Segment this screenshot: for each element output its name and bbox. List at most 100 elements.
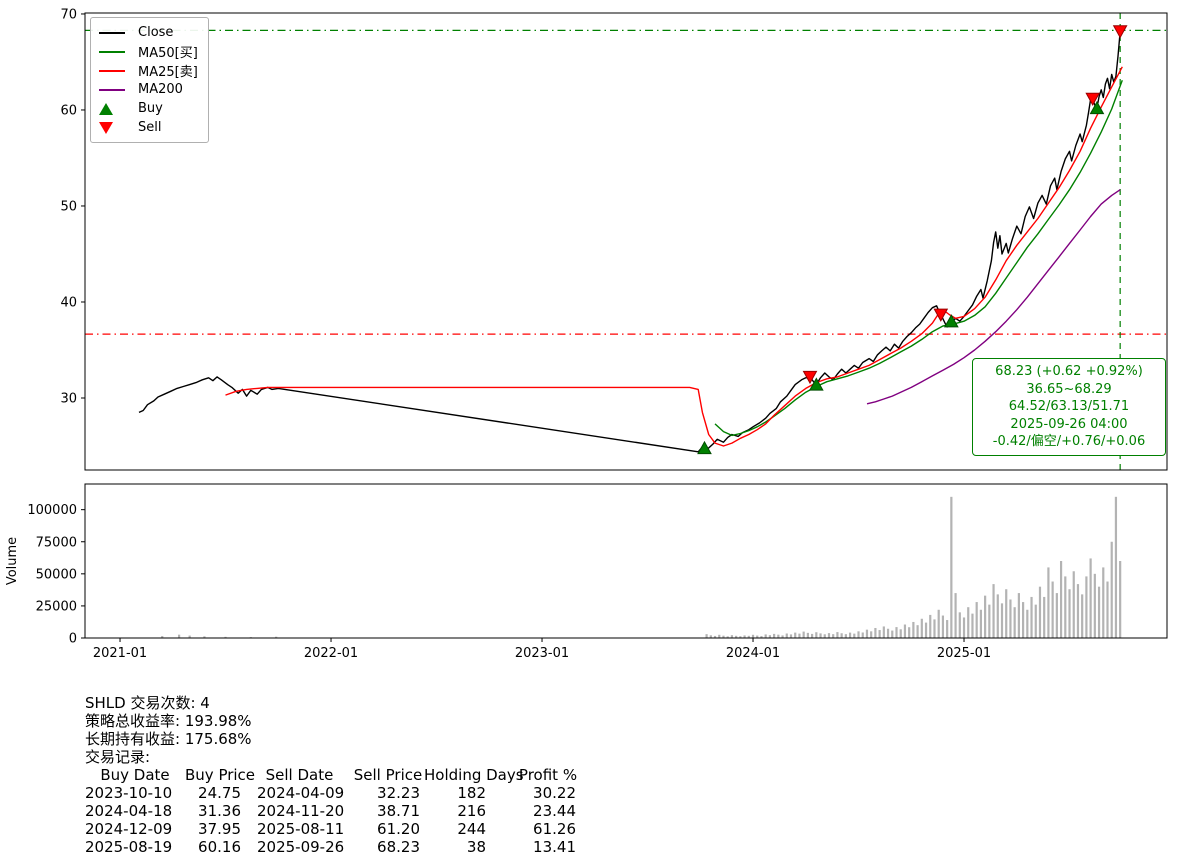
ma200-line-swatch xyxy=(99,88,131,91)
price-y-tick-label: 50 xyxy=(60,199,77,214)
trade-table-cell: 30.22 xyxy=(533,784,576,802)
legend-label-sell: Sell xyxy=(138,120,162,135)
volume-bar xyxy=(789,634,793,638)
volume-bar xyxy=(1076,584,1080,638)
stats-records-title: 交易记录: xyxy=(85,748,151,766)
volume-bar xyxy=(751,634,755,638)
volume-bar xyxy=(899,629,902,638)
sell-marker xyxy=(802,370,818,385)
volume-bar xyxy=(1114,496,1118,638)
volume-bar xyxy=(836,632,839,638)
stats-hold-return: 长期持有收益: 175.68% xyxy=(85,730,252,748)
trade-table-cell: 2023-10-10 xyxy=(85,784,173,802)
volume-bar xyxy=(1064,576,1067,638)
volume-bar xyxy=(903,624,907,638)
trade-table-cell: 244 xyxy=(457,820,486,838)
volume-panel-border xyxy=(84,483,1168,639)
trade-table-cell: 182 xyxy=(457,784,486,802)
volume-bar xyxy=(768,635,772,638)
trade-table-cell: 24.75 xyxy=(198,784,241,802)
volume-bar xyxy=(882,626,885,638)
volume-bar xyxy=(857,631,860,638)
volume-bar xyxy=(1034,604,1037,638)
x-tick-label: 2024-01 xyxy=(726,646,780,661)
trade-table-cell: 2024-12-09 xyxy=(85,820,173,838)
volume-bar xyxy=(853,633,856,638)
volume-bar xyxy=(178,634,181,638)
volume-bar xyxy=(811,633,814,638)
legend-item-sell: Sell xyxy=(99,118,198,137)
volume-bar xyxy=(967,607,970,638)
volume-bar xyxy=(777,634,780,638)
volume-bar xyxy=(1093,573,1096,638)
volume-bar xyxy=(954,593,957,638)
legend: Close MA50[买] MA25[卖] MA200 Buy Sell xyxy=(90,17,209,143)
ma200-line xyxy=(866,189,1121,405)
volume-bar xyxy=(992,584,995,638)
trade-table-cell: 38 xyxy=(466,838,486,855)
annotation-box: 68.23 (+0.62 +0.92%) 36.65~68.29 64.52/6… xyxy=(972,358,1166,456)
trade-table-header: Holding Days xyxy=(424,766,524,784)
volume-y-tick-label: 100000 xyxy=(27,503,77,518)
volume-bar xyxy=(735,635,738,638)
volume-bar xyxy=(161,636,164,638)
volume-bar xyxy=(819,633,822,638)
close-line-swatch xyxy=(99,31,131,34)
volume-bar xyxy=(1030,596,1033,638)
volume-bar xyxy=(924,622,928,638)
sell-marker-icon xyxy=(99,121,131,134)
price-y-tick-label: 40 xyxy=(60,295,77,310)
volume-bar xyxy=(1047,567,1050,638)
volume-bar xyxy=(1005,589,1008,638)
sell-marker xyxy=(1112,25,1128,39)
price-panel-border xyxy=(84,12,1168,471)
ma25-line xyxy=(225,66,1123,447)
volume-bar xyxy=(188,635,191,638)
volume-bar xyxy=(848,632,852,638)
volume-bar xyxy=(705,634,708,638)
trade-table-cell: 31.36 xyxy=(198,802,241,820)
trade-table-header-row: Buy Date Buy Price Sell Date Sell Price Hold… xyxy=(85,766,584,784)
volume-bar xyxy=(920,618,923,638)
trade-table-cell: 68.23 xyxy=(377,838,420,855)
buy-marker xyxy=(697,440,712,455)
price-y-tick-label: 70 xyxy=(60,7,77,22)
trade-table-cell: 23.44 xyxy=(533,802,576,820)
volume-y-tick-label: 25000 xyxy=(36,599,77,614)
volume-axis-label: Volume xyxy=(5,537,20,585)
volume-bar xyxy=(203,636,206,638)
trade-table-cell: 2024-04-09 xyxy=(257,784,345,802)
trade-table-row: 2024-12-09 37.95 2025-08-11 61.20 244 61.26 xyxy=(85,820,584,838)
volume-bar xyxy=(1068,589,1071,638)
volume-bar xyxy=(865,629,869,638)
sell-marker xyxy=(933,308,949,322)
volume-bar xyxy=(224,636,227,638)
volume-bar xyxy=(275,636,278,638)
volume-bar xyxy=(806,632,809,638)
legend-label-buy: Buy xyxy=(138,101,163,116)
volume-bar xyxy=(747,635,750,638)
volume-bar xyxy=(840,633,843,638)
volume-bar xyxy=(815,632,818,638)
volume-bar xyxy=(1043,596,1046,638)
trade-table-cell: 2024-04-18 xyxy=(85,802,173,820)
trade-table: Buy Date Buy Price Sell Date Sell Price Hold… xyxy=(85,766,584,855)
volume-bar xyxy=(764,634,767,638)
volume-bar xyxy=(1013,607,1016,638)
annotation-last-price: 68.23 (+0.62 +0.92%) xyxy=(995,364,1143,379)
volume-bar xyxy=(1051,581,1054,638)
volume-bar xyxy=(1085,576,1088,638)
legend-item-close: Close xyxy=(99,23,198,42)
legend-label-close: Close xyxy=(138,25,174,40)
volume-bar xyxy=(975,602,978,638)
volume-bar xyxy=(781,635,784,638)
trade-table-cell: 37.95 xyxy=(198,820,241,838)
trade-table-cell: 13.41 xyxy=(533,838,576,855)
volume-bar xyxy=(1081,594,1084,638)
volume-bar xyxy=(929,614,932,638)
trade-table-cell: 61.26 xyxy=(533,820,576,838)
volume-bar xyxy=(832,634,835,638)
volume-bar xyxy=(984,595,987,638)
legend-label-ma200: MA200 xyxy=(138,82,183,97)
volume-bar xyxy=(730,635,734,638)
